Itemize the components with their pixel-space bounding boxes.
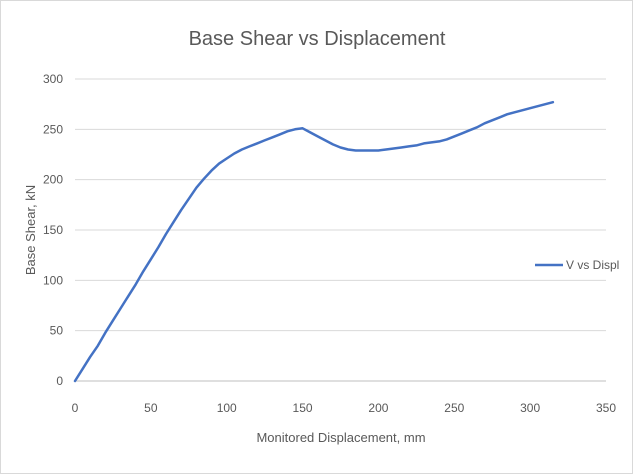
legend: V vs Displ — [535, 258, 619, 272]
y-tick-label: 300 — [43, 72, 63, 86]
y-axis-ticks: 0 50 100 150 200 250 300 — [43, 72, 63, 388]
x-tick-label: 50 — [144, 401, 158, 415]
x-tick-label: 100 — [217, 401, 237, 415]
y-tick-label: 0 — [56, 374, 63, 388]
y-tick-label: 150 — [43, 223, 63, 237]
x-tick-label: 0 — [72, 401, 79, 415]
y-tick-label: 50 — [50, 324, 64, 338]
x-axis-ticks: 0 50 100 150 200 250 300 350 — [72, 401, 617, 415]
x-tick-label: 150 — [293, 401, 313, 415]
chart-title: Base Shear vs Displacement — [189, 28, 446, 50]
x-axis-title: Monitored Displacement, mm — [256, 430, 425, 445]
y-tick-label: 200 — [43, 173, 63, 187]
x-tick-label: 250 — [444, 401, 464, 415]
legend-label-v-vs-displ: V vs Displ — [566, 258, 619, 272]
series-layer — [73, 100, 555, 383]
y-tick-label: 100 — [43, 273, 63, 287]
y-tick-label: 250 — [43, 122, 63, 136]
x-tick-label: 350 — [596, 401, 616, 415]
gridlines — [75, 78, 606, 332]
x-tick-label: 300 — [520, 401, 540, 415]
y-axis-title: Base Shear, kN — [23, 185, 38, 275]
x-tick-label: 200 — [368, 401, 388, 415]
series-line-v-vs-displ — [73, 100, 555, 383]
